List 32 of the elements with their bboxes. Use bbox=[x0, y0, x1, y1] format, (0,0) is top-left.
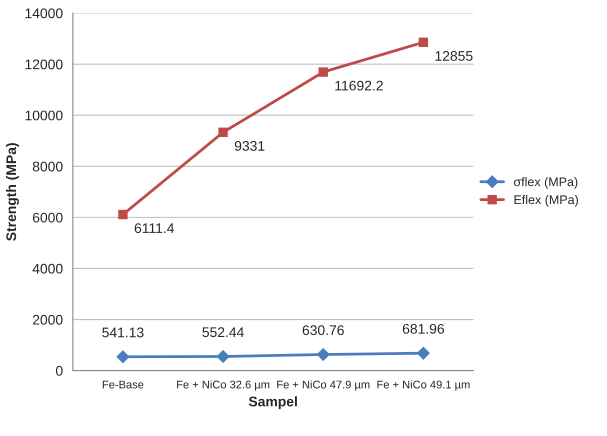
data-label: 541.13 bbox=[102, 328, 144, 338]
point bbox=[118, 210, 128, 220]
y-tick-label: 6000 bbox=[32, 212, 63, 223]
data-label: 6111.4 bbox=[134, 223, 174, 234]
x-tick-label: Fe-Base bbox=[102, 380, 144, 388]
y-tick-label: 0 bbox=[56, 366, 63, 376]
legend-label: Eflex (MPa) bbox=[514, 194, 578, 207]
data-label: 681.96 bbox=[402, 324, 444, 334]
y-tick-label: 2000 bbox=[32, 314, 63, 325]
point bbox=[316, 348, 330, 361]
legend-label: σflex (MPa) bbox=[514, 177, 578, 189]
y-tick-label: 10000 bbox=[26, 110, 63, 120]
y-tick-label: 14000 bbox=[26, 8, 63, 18]
y-tick-label: 8000 bbox=[32, 162, 63, 172]
point bbox=[416, 346, 430, 360]
data-label: 11692.2 bbox=[335, 80, 383, 91]
x-axis-title: Sampel bbox=[248, 396, 297, 410]
y-tick-label: 4000 bbox=[32, 264, 63, 274]
x-tick-label: Fe + NiCo 32.6 µm bbox=[177, 380, 270, 391]
point bbox=[116, 350, 130, 364]
y-tick-label: 12000 bbox=[26, 59, 63, 70]
point bbox=[218, 128, 228, 137]
data-label: 630.76 bbox=[302, 325, 344, 336]
point bbox=[318, 67, 328, 77]
data-label: 9331 bbox=[234, 141, 264, 151]
x-tick-label: Fe + NiCo 49.1 µm bbox=[377, 380, 470, 391]
data-label: 552.44 bbox=[202, 327, 244, 338]
point bbox=[216, 350, 230, 363]
point bbox=[418, 38, 428, 48]
x-tick-label: Fe + NiCo 47.9 µm bbox=[277, 380, 370, 391]
y-axis-title: Strength (MPa) bbox=[6, 143, 19, 241]
data-label: 12855 bbox=[436, 51, 473, 61]
